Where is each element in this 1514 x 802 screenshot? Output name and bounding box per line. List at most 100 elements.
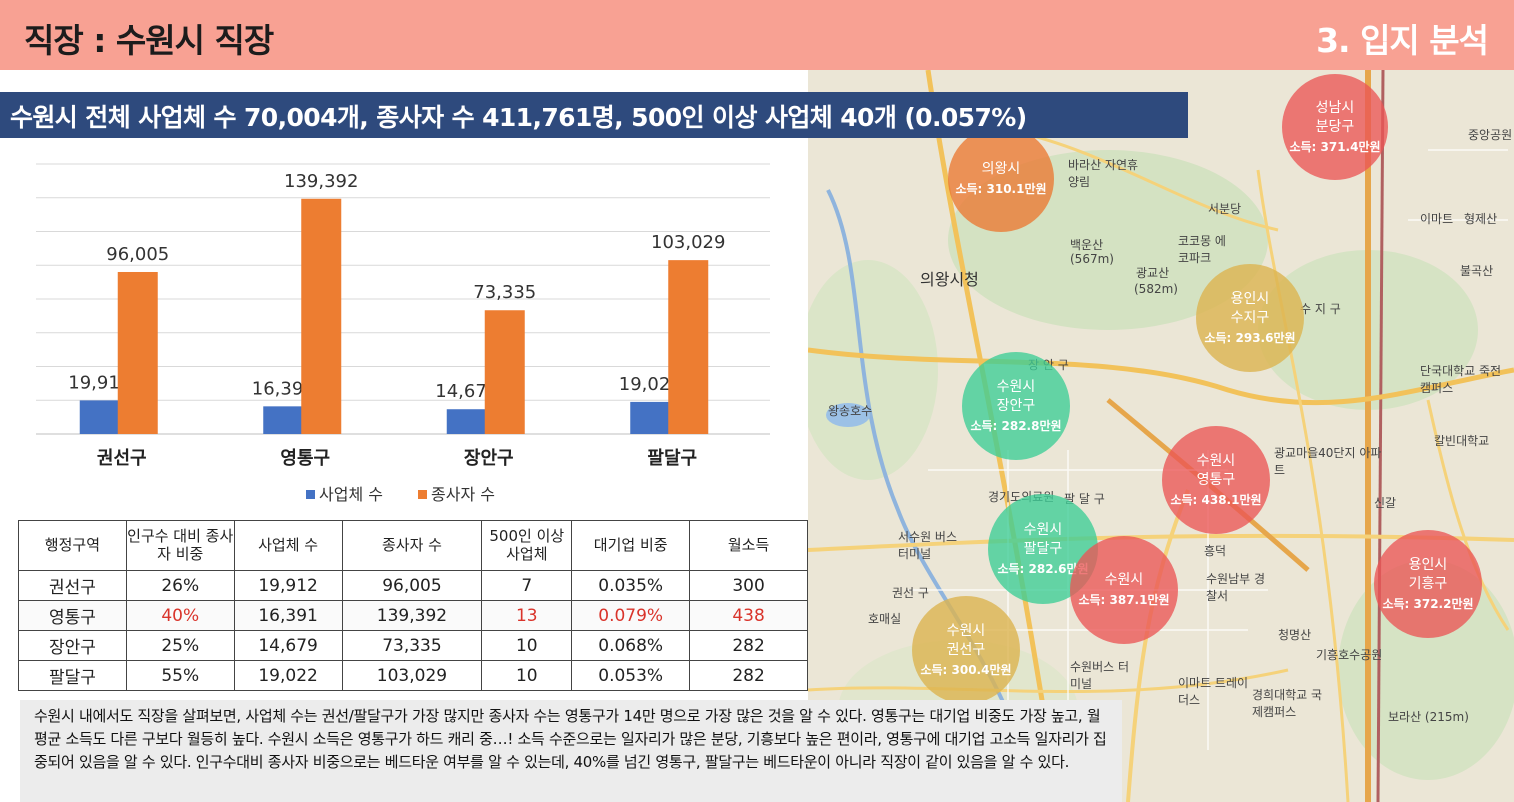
map-label-kalbin: 칼빈대학교 [1434, 434, 1490, 448]
map-label-suji: 수 지 구 [1300, 302, 1341, 316]
bubble-city: 수원시 [1023, 522, 1063, 539]
map-label-wangsong: 왕송호수 [828, 404, 873, 418]
bubble-city: 성남시 [1315, 100, 1355, 117]
column-header: 종사자 수 [341, 520, 483, 571]
section-title: 3. 입지 분석 [1316, 21, 1489, 60]
map-label-jungang: 중앙공원 [1468, 128, 1513, 142]
chart-data-label: 96,005 [106, 244, 169, 265]
summary-banner: 수원시 전체 사업체 수 70,004개, 종사자 수 411,761명, 50… [0, 92, 1188, 138]
suwon-map[interactable]: 의왕시청 광교산 (582m) 백운산 (567m) 서분당 코코몽 에코파크 … [808, 70, 1514, 802]
chart-data-label: 19,912 [68, 372, 131, 393]
map-label-giheung-park: 기흥호수공원 [1316, 648, 1383, 662]
map-label-homaesil: 호매실 [868, 612, 902, 626]
bubble-city: 수원시 [1104, 572, 1144, 589]
chart-legend-label: 종사자 수 [431, 485, 495, 504]
bubble-yongin-suji[interactable]: 용인시 수지구 소득: 293.6만원 [1196, 264, 1304, 372]
bubble-city: 수원시 [1196, 453, 1236, 470]
table-cell: 팔달구 [18, 660, 127, 691]
chart-bar-business [446, 409, 487, 434]
table-cell: 0.035% [571, 570, 691, 601]
slide-title: 직장 : 수원시 직장 [24, 21, 274, 60]
map-label-suwon-nambu: 수원남부 경찰서 [1206, 572, 1266, 603]
chart-data-label: 103,029 [651, 232, 725, 253]
map-label-emart1: 이마트 [1420, 212, 1454, 226]
chart-legend-label: 사업체 수 [319, 485, 383, 504]
map-label-gwanggyo-height: (582m) [1134, 282, 1178, 296]
chart-data-label: 73,335 [473, 282, 536, 303]
bubble-district: 팔달구 [1023, 540, 1063, 557]
map-label-gwonseon-gu: 권선 구 [892, 586, 929, 600]
slide-header: 직장 : 수원시 직장 3. 입지 분석 [0, 0, 1514, 70]
bubble-suwon[interactable]: 수원시 소득: 387.1만원 [1070, 536, 1178, 644]
table-row: 영통구 40% 16,391 139,392 13 0.079% 438 [18, 600, 808, 631]
chart-category-label: 장안구 [464, 448, 514, 469]
bubble-income: 소득: 387.1만원 [1078, 593, 1170, 608]
bubble-income: 소득: 293.6만원 [1204, 330, 1296, 345]
map-label-boragsan: 보라산 (215m) [1388, 710, 1469, 724]
map-label-emart2: 이마트 트레이더스 [1178, 676, 1249, 707]
table-cell-highlight: 13 [481, 600, 573, 631]
column-header: 행정구역 [18, 520, 127, 571]
bubble-suwon-jangan[interactable]: 수원시 장안구 소득: 282.8만원 [962, 352, 1070, 460]
map-label-bulgok: 불곡산 [1460, 264, 1494, 278]
bubble-suwon-yeongtong[interactable]: 수원시 영통구 소득: 438.1만원 [1162, 426, 1270, 534]
table-cell: 26% [125, 570, 235, 601]
table-cell: 300 [689, 570, 808, 601]
bubble-income: 소득: 282.6만원 [997, 561, 1089, 576]
table-cell: 103,029 [341, 660, 483, 691]
bubble-uiwang[interactable]: 의왕시 소득: 310.1만원 [948, 126, 1054, 232]
column-header: 월소득 [689, 520, 808, 571]
map-background [808, 70, 1514, 802]
bubble-district: 장안구 [996, 397, 1036, 414]
chart-category-label: 팔달구 [647, 448, 697, 469]
bubble-seongnam-bundang[interactable]: 성남시 분당구 소득: 371.4만원 [1282, 74, 1388, 180]
map-label-seobundang: 서분당 [1208, 202, 1242, 216]
table-cell: 25% [125, 630, 235, 661]
table-cell: 19,912 [233, 570, 343, 601]
bubble-yongin-giheung[interactable]: 용인시 기흥구 소득: 372.2만원 [1374, 530, 1482, 638]
map-label-seosuwon: 서수원 버스터미널 [898, 530, 958, 561]
table-cell: 0.053% [571, 660, 691, 691]
map-label-ecopark: 코코몽 에코파크 [1178, 234, 1226, 265]
column-header: 사업체 수 [233, 520, 343, 571]
bubble-district: 권선구 [946, 641, 986, 658]
map-label-bara: 바라산 자연휴양림 [1068, 158, 1139, 189]
bubble-city: 수원시 [996, 379, 1036, 396]
table-cell: 10 [481, 630, 573, 661]
chart-category-label: 권선구 [97, 448, 147, 469]
bubble-income: 소득: 371.4만원 [1289, 139, 1381, 154]
table-cell: 16,391 [233, 600, 343, 631]
table-row: 팔달구 55% 19,022 103,029 10 0.053% 282 [18, 660, 808, 691]
map-label-suwon-bus: 수원버스 터미널 [1070, 660, 1130, 691]
bubble-income: 소득: 282.8만원 [970, 418, 1062, 433]
table-cell-highlight: 438 [689, 600, 808, 631]
bubble-income: 소득: 438.1만원 [1170, 492, 1262, 507]
chart-legend-swatch [306, 490, 315, 499]
chart-data-label: 139,392 [284, 171, 358, 192]
bubble-city: 의왕시 [981, 161, 1021, 178]
map-label-hyeongje: 형제산 [1464, 212, 1498, 226]
map-label-baekun: 백운산 [1070, 238, 1104, 252]
bubble-suwon-gwonseon[interactable]: 수원시 권선구 소득: 300.4만원 [912, 596, 1020, 704]
chart-category-label: 영통구 [280, 448, 330, 469]
chart-bar-employee [301, 198, 342, 434]
table-cell: 0.068% [571, 630, 691, 661]
chart-data-label: 14,679 [435, 381, 498, 402]
column-header: 500인 이상 사업체 [481, 520, 573, 571]
table-cell: 권선구 [18, 570, 127, 601]
table-cell: 73,335 [341, 630, 483, 661]
table-cell: 19,022 [233, 660, 343, 691]
table-cell: 장안구 [18, 630, 127, 661]
bubble-income: 소득: 300.4만원 [920, 662, 1012, 677]
bubble-city: 용인시 [1408, 557, 1448, 574]
bubble-income: 소득: 310.1만원 [955, 182, 1047, 197]
map-label-dankook: 단국대학교 죽전캠퍼스 [1420, 364, 1502, 395]
table-cell-highlight: 0.079% [571, 600, 691, 631]
district-table: 행정구역 인구수 대비 종사자 비중 사업체 수 종사자 수 500인 이상 사… [18, 520, 808, 691]
chart-bar-employee [117, 271, 158, 434]
bubble-district: 영통구 [1196, 471, 1236, 488]
table-cell: 55% [125, 660, 235, 691]
table-cell: 282 [689, 660, 808, 691]
map-label-heungdeok: 흥덕 [1204, 544, 1227, 558]
map-label-paldal-gu: 팔 달 구 [1064, 492, 1105, 506]
